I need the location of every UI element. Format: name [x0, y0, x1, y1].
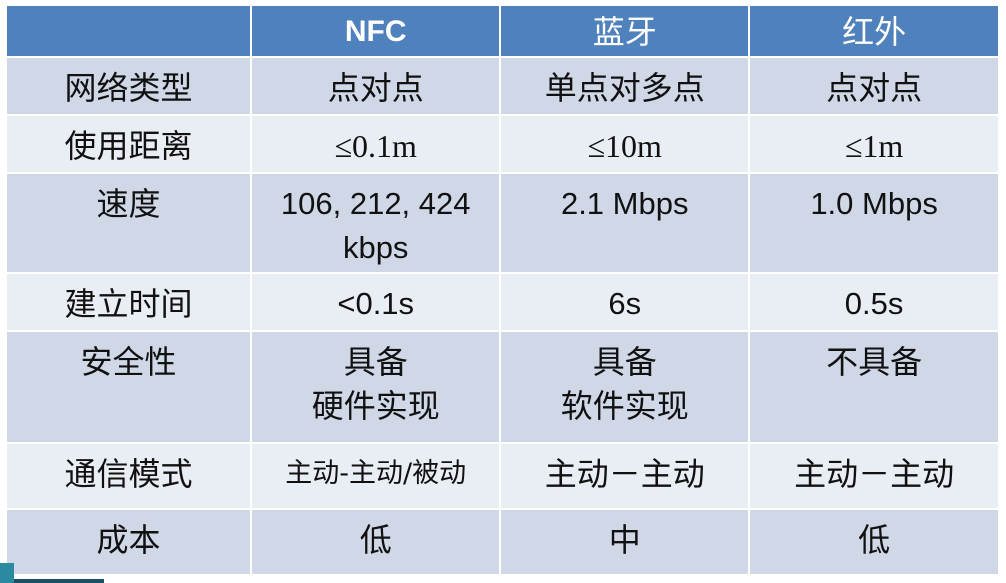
row-label: 安全性	[4, 330, 253, 444]
cell: 106, 212, 424 kbps	[250, 172, 502, 274]
cell: 具备 硬件实现	[250, 330, 502, 444]
header-bluetooth: 蓝牙	[499, 4, 751, 58]
cell: 低	[250, 508, 502, 576]
header-infrared: 红外	[748, 4, 1000, 58]
cell: 0.5s	[748, 272, 1000, 332]
table-row: 建立时间 <0.1s 6s 0.5s	[4, 272, 1000, 332]
row-label: 成本	[4, 508, 253, 576]
cell: 1.0 Mbps	[748, 172, 1000, 274]
cell: 主动－主动	[748, 442, 1000, 510]
cell: 具备 软件实现	[499, 330, 751, 444]
cell: 主动-主动/被动	[250, 442, 502, 510]
cell: <0.1s	[250, 272, 502, 332]
table-row: 网络类型 点对点 单点对多点 点对点	[4, 56, 1000, 116]
table-row: 安全性 具备 硬件实现 具备 软件实现 不具备	[4, 330, 1000, 444]
cell: 低	[748, 508, 1000, 576]
row-label: 通信模式	[4, 442, 253, 510]
cell: 单点对多点	[499, 56, 751, 116]
cell: 不具备	[748, 330, 1000, 444]
cell: ≤1m	[748, 114, 1000, 174]
cell: 主动－主动	[499, 442, 751, 510]
row-label: 使用距离	[4, 114, 253, 174]
slide-decoration	[0, 563, 14, 583]
row-label: 速度	[4, 172, 253, 274]
cell: 点对点	[748, 56, 1000, 116]
header-row: NFC 蓝牙 红外	[4, 4, 1000, 58]
cell: ≤10m	[499, 114, 751, 174]
row-label: 网络类型	[4, 56, 253, 116]
header-nfc: NFC	[250, 4, 502, 58]
table-row: 速度 106, 212, 424 kbps 2.1 Mbps 1.0 Mbps	[4, 172, 1000, 274]
cell: ≤0.1m	[250, 114, 502, 174]
table-row: 成本 低 中 低	[4, 508, 1000, 576]
cell: 6s	[499, 272, 751, 332]
row-label: 建立时间	[4, 272, 253, 332]
comparison-table: NFC 蓝牙 红外 网络类型 点对点 单点对多点 点对点 使用距离 ≤0.1m …	[4, 4, 1000, 576]
header-empty	[4, 4, 253, 58]
table-row: 使用距离 ≤0.1m ≤10m ≤1m	[4, 114, 1000, 174]
slide-decoration-bar	[14, 579, 104, 583]
cell: 2.1 Mbps	[499, 172, 751, 274]
table-row: 通信模式 主动-主动/被动 主动－主动 主动－主动	[4, 442, 1000, 510]
cell: 中	[499, 508, 751, 576]
cell: 点对点	[250, 56, 502, 116]
